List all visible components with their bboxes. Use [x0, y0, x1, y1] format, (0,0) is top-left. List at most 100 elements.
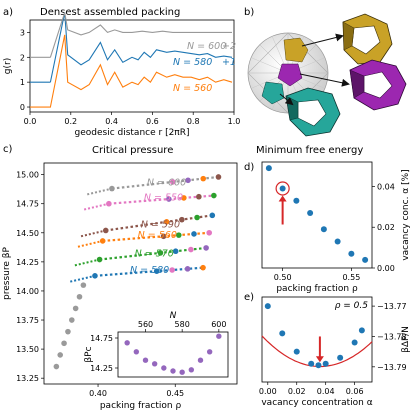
y-tick-label: −13.77 [377, 302, 407, 311]
panel-d-chart: 0.50 0.55 0.00 0.02 0.04 packing fraction ρ va… [261, 161, 411, 294]
extrapolation-line [83, 202, 110, 211]
inset-point [206, 349, 213, 355]
arrow-to-gold [301, 33, 344, 47]
x-axis-label: packing fraction ρ [276, 284, 358, 294]
data-point [337, 354, 344, 361]
inset-point [142, 357, 149, 363]
inset-frame [117, 331, 229, 378]
offset-label-600: +2 [222, 41, 236, 52]
data-point [307, 209, 314, 216]
x-tick-label: 0.00 [259, 387, 277, 396]
gold-patch-on-sphere [283, 37, 309, 63]
series-point [196, 193, 202, 200]
data-point [293, 197, 300, 204]
y-tick-label: 13.50 [16, 345, 39, 354]
series-label-580: N = 580 [173, 57, 212, 68]
panel-c-letter: c) [3, 144, 12, 155]
panel-a-chart: 0.0 0.2 0.4 0.6 0.8 1.0 0 1 2 3 geodesic distance … [3, 12, 241, 138]
y-tick-label: 14.25 [16, 258, 39, 267]
inset-point [151, 361, 158, 367]
x-tick-label: 0.06 [346, 387, 364, 396]
x-tick-label: 1.0 [228, 117, 241, 126]
series-point [206, 229, 213, 236]
series-label: N = 600 [147, 178, 186, 189]
low-density-point [57, 352, 64, 358]
plot-frame [29, 19, 235, 113]
panel-d-title: Minimum free energy [256, 145, 363, 156]
inset-point [161, 365, 167, 371]
series-point [153, 268, 160, 274]
inset-x-tick-label: 580 [175, 320, 190, 329]
x-axis-label: packing fraction ρ [100, 401, 182, 411]
inset-point [216, 333, 222, 339]
y-tick-label: 3 [20, 28, 25, 37]
low-density-point [76, 293, 83, 300]
purple-defect-cluster [349, 59, 407, 111]
series-point [170, 179, 176, 185]
x-tick-label: 0.4 [105, 117, 118, 126]
series-label-560: N = 560 [173, 83, 212, 94]
series-label: N = 590 [141, 219, 180, 230]
series-label: N = 570 [135, 249, 174, 260]
series-point [172, 248, 179, 255]
highlight-arrow-head [278, 195, 287, 202]
y-tick-label: 0.02 [377, 223, 395, 232]
extrapolation-line [87, 187, 113, 196]
y-axis-label: βΔF/N [401, 326, 411, 353]
data-point [265, 165, 272, 172]
x-tick-label: 0.02 [288, 387, 306, 396]
data-point [362, 256, 369, 263]
x-tick-label: 0.45 [166, 389, 184, 398]
rdf-line-N600 [30, 12, 232, 58]
data-point [351, 339, 358, 346]
rdf-line-N560 [30, 34, 233, 108]
data-point [293, 348, 300, 355]
data-point [308, 360, 315, 367]
inset-point [197, 357, 204, 363]
series-point [96, 256, 103, 263]
x-tick-label: 0.55 [342, 273, 360, 282]
series-label: N = 560 [138, 230, 177, 241]
highlight-ring [275, 181, 290, 196]
data-point [348, 250, 355, 257]
x-tick-label: 0.8 [187, 117, 200, 126]
inset-y-tick-label: 14.25 [90, 364, 113, 373]
offset-label-580: +1 [222, 57, 236, 68]
y-tick-label: 2 [20, 53, 25, 62]
inset-y-tick-label: 14.75 [90, 334, 113, 343]
series-point [181, 195, 187, 201]
data-point [279, 330, 286, 337]
teal-patch-on-sphere [261, 81, 285, 105]
inset-point [133, 349, 140, 355]
extrapolation-line [74, 258, 100, 267]
series-point [92, 273, 98, 279]
y-tick-label: 0.04 [377, 182, 395, 191]
panel-a-title: Densest assembled packing [40, 7, 180, 18]
data-point [334, 238, 341, 245]
panel-b-letter: b) [244, 7, 254, 18]
series-label-600: N = 600 [187, 41, 226, 52]
low-density-point [61, 340, 67, 347]
y-axis-label: g(r) [3, 58, 13, 74]
y-tick-label: 13.75 [16, 316, 39, 325]
plot-frame [261, 296, 373, 383]
series-point [191, 231, 197, 237]
series-point [194, 214, 200, 221]
y-axis-label: pressure βP [2, 246, 12, 299]
series-point [109, 185, 115, 192]
inset-x-tick-label: 600 [211, 320, 226, 329]
series-point [175, 232, 182, 238]
inset-x-label: N [170, 311, 177, 321]
rho-annotation: ρ = 0.5 [335, 301, 369, 311]
panel-e-chart: 0.00 0.02 0.04 0.06 −13.77 −13.78 −13.79 vacanc… [259, 296, 411, 408]
y-axis-label: vacancy conc. α [%] [401, 169, 411, 260]
inset-point [179, 369, 185, 375]
panel-b-illustration [247, 13, 407, 137]
x-tick-label: 0.6 [146, 117, 159, 126]
series-point [102, 227, 109, 234]
y-tick-label: 14.00 [16, 287, 39, 296]
y-tick-label: 14.50 [16, 229, 39, 238]
series-point [203, 245, 209, 251]
series-point [188, 246, 194, 253]
